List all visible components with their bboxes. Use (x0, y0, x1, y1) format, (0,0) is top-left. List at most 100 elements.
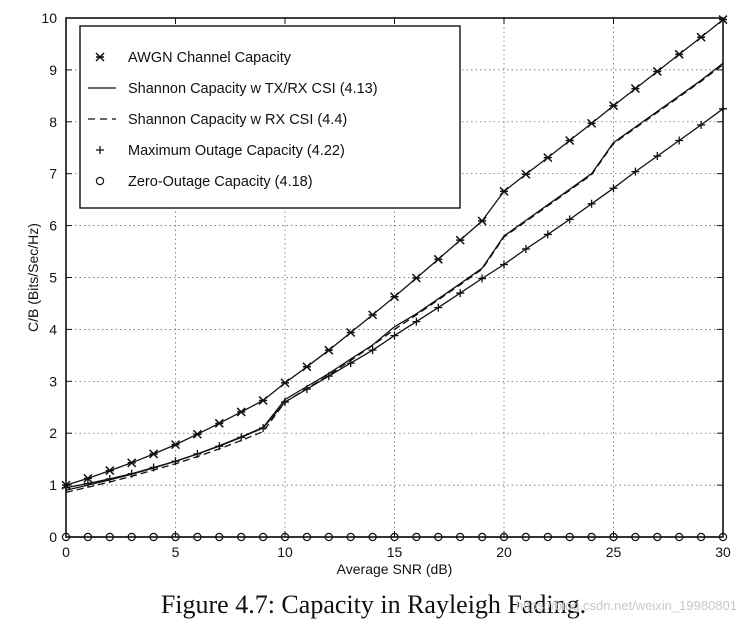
asterisk-marker (543, 153, 553, 163)
plus-marker (478, 274, 487, 283)
plus-marker (500, 260, 508, 269)
y-tick-label: 9 (49, 62, 57, 78)
plus-marker (368, 346, 377, 355)
asterisk-marker (324, 345, 334, 355)
plus-marker (96, 146, 104, 154)
y-tick-label: 6 (49, 218, 57, 234)
figure-caption: Figure 4.7: Capacity in Rayleigh Fading. (160, 590, 587, 619)
asterisk-marker (280, 378, 290, 388)
x-tick-label: 30 (715, 544, 731, 560)
asterisk-marker (411, 273, 421, 283)
asterisk-marker-strokes (302, 362, 312, 372)
plus-marker (324, 372, 333, 381)
asterisk-marker (652, 66, 662, 76)
legend-label: Maximum Outage Capacity (4.22) (128, 143, 345, 159)
asterisk-marker (83, 473, 93, 483)
legend-item-5: Zero-Outage Capacity (4.18) (95, 174, 313, 190)
asterisk-marker-strokes (696, 32, 706, 42)
series-1 (61, 15, 728, 490)
plus-marker (149, 463, 158, 472)
plus-marker (631, 167, 640, 176)
y-tick-label: 10 (41, 10, 57, 26)
asterisk-marker (696, 32, 706, 42)
y-tick-label: 1 (49, 477, 57, 493)
x-tick-label: 15 (387, 544, 403, 560)
x-tick-label: 25 (606, 544, 622, 560)
legend-label: Shannon Capacity w RX CSI (4.4) (128, 112, 347, 128)
legend-label: AWGN Channel Capacity (128, 50, 292, 66)
y-tick-label: 8 (49, 114, 57, 130)
asterisk-marker-strokes (127, 458, 137, 468)
plus-marker (193, 449, 202, 458)
y-tick-label: 0 (49, 529, 57, 545)
plus-marker (434, 303, 443, 312)
asterisk-marker-strokes (83, 473, 93, 483)
asterisk-marker-strokes (652, 66, 662, 76)
asterisk-marker (149, 449, 159, 459)
legend-item-1: AWGN Channel Capacity (95, 50, 292, 66)
asterisk-marker-strokes (280, 378, 290, 388)
asterisk-marker (587, 118, 597, 128)
asterisk-marker-strokes (477, 216, 487, 226)
legend-item-3: Shannon Capacity w RX CSI (4.4) (88, 112, 347, 128)
asterisk-marker-strokes (565, 135, 575, 146)
plus-marker (302, 385, 311, 394)
plus-marker (281, 398, 289, 407)
x-tick-label: 5 (172, 544, 180, 560)
asterisk-marker (95, 52, 105, 62)
plus-marker (259, 424, 268, 433)
asterisk-marker (477, 216, 487, 226)
plus-marker (105, 474, 114, 483)
plus-marker (675, 136, 684, 145)
asterisk-marker-strokes (608, 101, 619, 111)
plus-marker (390, 331, 399, 340)
y-tick-label: 3 (49, 373, 57, 389)
asterisk-marker-strokes (499, 186, 509, 196)
circle-marker (95, 176, 105, 186)
asterisk-marker (127, 458, 137, 468)
legend-item-2: Shannon Capacity w TX/RX CSI (4.13) (88, 81, 378, 97)
asterisk-marker (368, 310, 378, 320)
x-axis-label: Average SNR (dB) (337, 561, 453, 577)
legend-label: Zero-Outage Capacity (4.18) (128, 174, 313, 190)
plus-marker (456, 289, 465, 298)
asterisk-marker (302, 362, 312, 372)
asterisk-marker (389, 292, 400, 302)
asterisk-marker-strokes (543, 153, 553, 163)
asterisk-marker (521, 169, 531, 179)
watermark: https://blog.csdn.net/weixin_19980801 (515, 598, 737, 613)
legend: AWGN Channel Capacity Shannon Capacity w … (79, 25, 461, 209)
asterisk-marker (170, 440, 181, 450)
plus-marker (543, 230, 552, 239)
asterisk-marker-strokes (346, 327, 356, 338)
asterisk-marker-strokes (433, 254, 443, 264)
asterisk-marker (192, 429, 202, 439)
plus-marker (215, 442, 224, 451)
asterisk-marker-strokes (192, 429, 202, 439)
asterisk-marker-strokes (214, 418, 224, 428)
asterisk-marker-strokes (630, 84, 640, 94)
asterisk-marker-strokes (521, 169, 531, 179)
asterisk-marker (674, 49, 684, 59)
asterisk-marker-strokes (455, 235, 465, 245)
asterisk-marker-strokes (389, 292, 400, 302)
y-tick-label: 2 (49, 425, 57, 441)
asterisk-marker (565, 135, 575, 146)
asterisk-marker (433, 254, 443, 264)
capacity-chart: 0 5 10 15 20 25 30 0 1 2 3 4 5 6 7 8 9 10 Average SNR (dB… (25, 10, 731, 577)
y-tick-label: 5 (49, 270, 57, 286)
asterisk-marker-strokes (95, 52, 105, 62)
plus-marker (127, 469, 136, 478)
series-4 (62, 104, 727, 492)
legend-item-4: Maximum Outage Capacity (4.22) (96, 143, 345, 159)
plus-marker (83, 479, 92, 488)
asterisk-marker-strokes (324, 345, 334, 355)
asterisk-marker (258, 395, 268, 406)
plus-marker (346, 359, 355, 368)
asterisk-marker-strokes (674, 49, 684, 59)
asterisk-marker (346, 327, 356, 338)
asterisk-marker-strokes (411, 273, 421, 283)
x-tick-label: 10 (277, 544, 293, 560)
asterisk-marker-strokes (105, 466, 115, 476)
y-tick-label: 7 (49, 166, 57, 182)
